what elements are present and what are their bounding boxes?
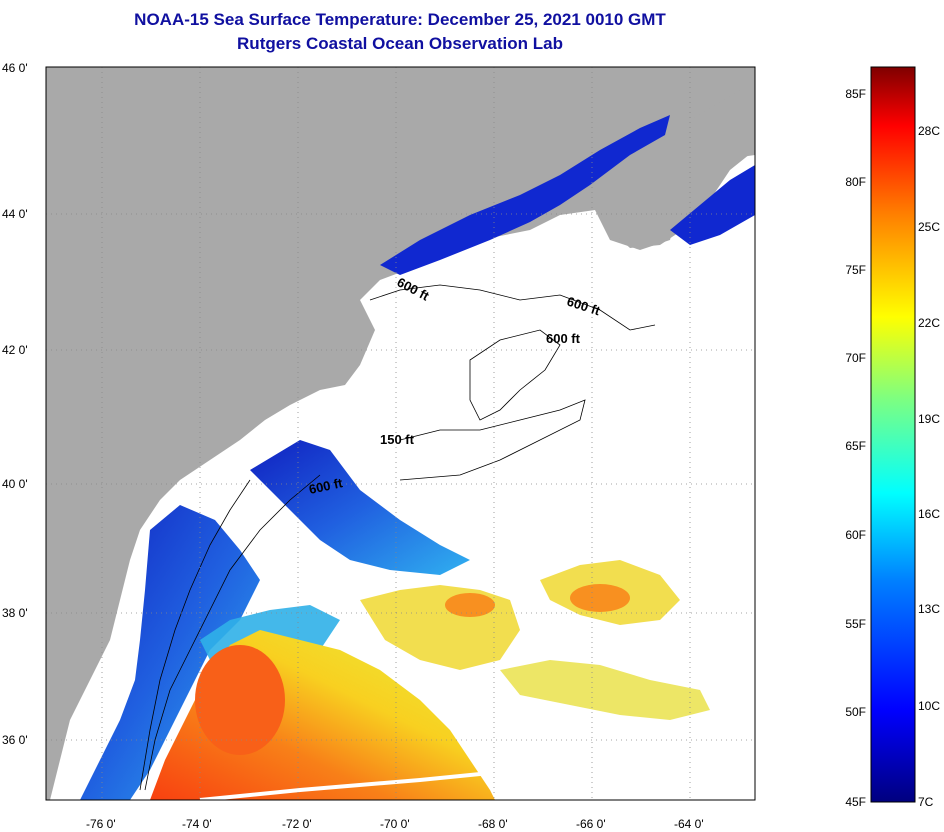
lon-label: -66 0' (576, 817, 606, 831)
cold-water-gulf-of-maine (380, 115, 670, 275)
cloud-streak (199, 758, 621, 800)
contour-inner (139, 479, 251, 791)
hot-water-core (195, 645, 285, 755)
colorbar-celsius-label: 25C (918, 220, 940, 234)
colorbar-fahrenheit-label: 80F (845, 175, 866, 189)
lon-label: -74 0' (182, 817, 212, 831)
lat-label: 42 0' (2, 343, 28, 357)
land-mainland (46, 67, 755, 800)
colorbar-fahrenheit-label: 75F (845, 263, 866, 277)
lat-label: 46 0' (2, 61, 28, 75)
colorbar-fahrenheit-label: 60F (845, 528, 866, 542)
colorbar-fahrenheit-label: 50F (845, 705, 866, 719)
contour-label-600ft-4: 600 ft (308, 475, 345, 497)
contour-600ft-north (369, 284, 656, 331)
contour-150ft (399, 399, 586, 481)
cold-water-bay-of-fundy (670, 165, 755, 245)
colorbar-fahrenheit-label: 70F (845, 351, 866, 365)
colorbar-celsius-label: 13C (918, 602, 940, 616)
colorbar-celsius-label: 7C (918, 795, 934, 809)
cold-water-shelf (250, 440, 470, 575)
hot-eddy-1 (445, 593, 495, 617)
colorbar (870, 66, 916, 803)
lon-label: -76 0' (86, 817, 116, 831)
lon-label: -68 0' (478, 817, 508, 831)
lon-label: -72 0' (282, 817, 312, 831)
lon-label: -64 0' (674, 817, 704, 831)
warm-water-south-east (500, 660, 710, 720)
map-frame (45, 66, 756, 801)
contour-600ft-shelf (144, 474, 321, 791)
colorbar-celsius-label: 28C (918, 124, 940, 138)
lat-label: 44 0' (2, 207, 28, 221)
colorbar-celsius-label: 19C (918, 412, 940, 426)
colorbar-celsius-label: 22C (918, 316, 940, 330)
lat-label: 38 0' (2, 606, 28, 620)
land-nova-scotia (600, 88, 755, 248)
lat-label: 36 0' (2, 733, 28, 747)
contour-label-150ft: 150 ft (380, 432, 415, 447)
map-title: NOAA-15 Sea Surface Temperature: Decembe… (134, 10, 666, 29)
hot-eddy-2 (570, 584, 630, 612)
graticule (46, 67, 755, 800)
contour-600ft-georges (469, 329, 561, 421)
cold-water-nearshore (80, 505, 260, 800)
colorbar-celsius-label: 10C (918, 699, 940, 713)
colorbar-fahrenheit-label: 85F (845, 87, 866, 101)
contour-label-600ft-3: 600 ft (546, 331, 581, 346)
lat-label: 40 0' (2, 477, 28, 491)
lon-label: -70 0' (380, 817, 410, 831)
colorbar-fahrenheit-label: 55F (845, 617, 866, 631)
colorbar-celsius-label: 16C (918, 507, 940, 521)
colorbar-fahrenheit-label: 45F (845, 795, 866, 809)
map-subtitle: Rutgers Coastal Ocean Observation Lab (237, 34, 563, 53)
colorbar-fahrenheit-label: 65F (845, 439, 866, 453)
